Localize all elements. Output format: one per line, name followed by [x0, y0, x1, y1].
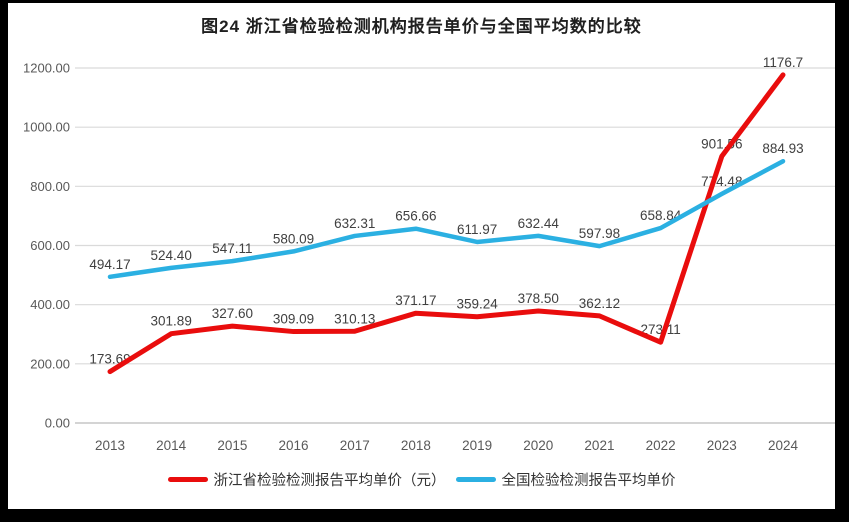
data-label-zhejiang-2015: 327.60 — [212, 306, 253, 321]
national-series-line — [107, 158, 786, 280]
data-label-zhejiang-2024: 1176.7 — [763, 55, 803, 70]
data-label-national-2015: 547.11 — [212, 241, 252, 256]
y-tick-label: 800.00 — [30, 179, 70, 194]
data-label-national-2016: 580.09 — [273, 231, 314, 246]
data-label-national-2014: 524.40 — [151, 248, 192, 263]
x-tick-label: 2024 — [768, 438, 799, 453]
chart-title: 图24 浙江省检验检测机构报告单价与全国平均数的比较 — [201, 17, 642, 36]
x-tick-label: 2013 — [95, 438, 125, 453]
legend-item-national: 全国检验检测报告平均单价 — [455, 469, 676, 490]
data-label-zhejiang-2017: 310.13 — [334, 311, 375, 326]
legend-label-zhejiang: 浙江省检验检测报告平均单价（元） — [213, 473, 446, 489]
x-tick-label: 2015 — [217, 438, 247, 453]
data-label-zhejiang-2020: 378.50 — [518, 291, 559, 306]
y-tick-label: 400.00 — [30, 297, 70, 312]
legend-swatch-national-blue-line — [455, 477, 496, 482]
x-tick-label: 2014 — [156, 438, 187, 453]
x-tick-label: 2019 — [462, 438, 492, 453]
legend-label-national: 全国检验检测报告平均单价 — [501, 473, 676, 489]
y-tick-label: 1000.00 — [23, 120, 70, 135]
data-label-national-2024: 884.93 — [762, 141, 803, 156]
data-label-national-2019: 611.97 — [457, 222, 497, 237]
y-tick-label: 0.00 — [45, 416, 70, 431]
y-tick-label: 1200.00 — [23, 61, 70, 76]
data-label-zhejiang-2018: 371.17 — [395, 293, 436, 308]
y-tick-label: 600.00 — [30, 238, 70, 253]
data-label-national-2021: 597.98 — [579, 226, 620, 241]
legend-swatch-zhejiang-red-line — [167, 477, 208, 482]
data-label-national-2017: 632.31 — [334, 216, 375, 231]
x-tick-label: 2017 — [340, 438, 370, 453]
x-tick-label: 2021 — [584, 438, 614, 453]
data-label-zhejiang-2021: 362.12 — [579, 296, 620, 311]
chart-panel: 图24 浙江省检验检测机构报告单价与全国平均数的比较 0.00 200.00 400… — [8, 3, 835, 509]
zhejiang-series-line — [107, 72, 786, 375]
data-label-national-2018: 656.66 — [395, 209, 436, 224]
data-label-national-2013: 494.17 — [89, 257, 130, 272]
x-tick-label: 2020 — [523, 438, 553, 453]
legend-item-zhejiang: 浙江省检验检测报告平均单价（元） — [167, 469, 446, 490]
x-tick-label: 2022 — [646, 438, 676, 453]
data-label-zhejiang-2022: 273.11 — [640, 322, 680, 337]
line-chart-plot-area: 0.00 200.00 400.00 600.00 800.00 1000.00 1200.… — [23, 55, 835, 453]
data-label-zhejiang-2016: 309.09 — [273, 312, 314, 327]
data-label-national-2022: 658.84 — [640, 208, 682, 223]
data-label-national-2020: 632.44 — [518, 216, 560, 231]
x-tick-label: 2023 — [707, 438, 737, 453]
data-label-zhejiang-2019: 359.24 — [456, 297, 498, 312]
x-tick-label: 2016 — [279, 438, 309, 453]
y-tick-label: 200.00 — [30, 356, 70, 371]
chart-legend: 浙江省检验检测报告平均单价（元） 全国检验检测报告平均单价 — [8, 469, 835, 490]
x-tick-label: 2018 — [401, 438, 431, 453]
data-label-zhejiang-2014: 301.89 — [151, 314, 192, 329]
